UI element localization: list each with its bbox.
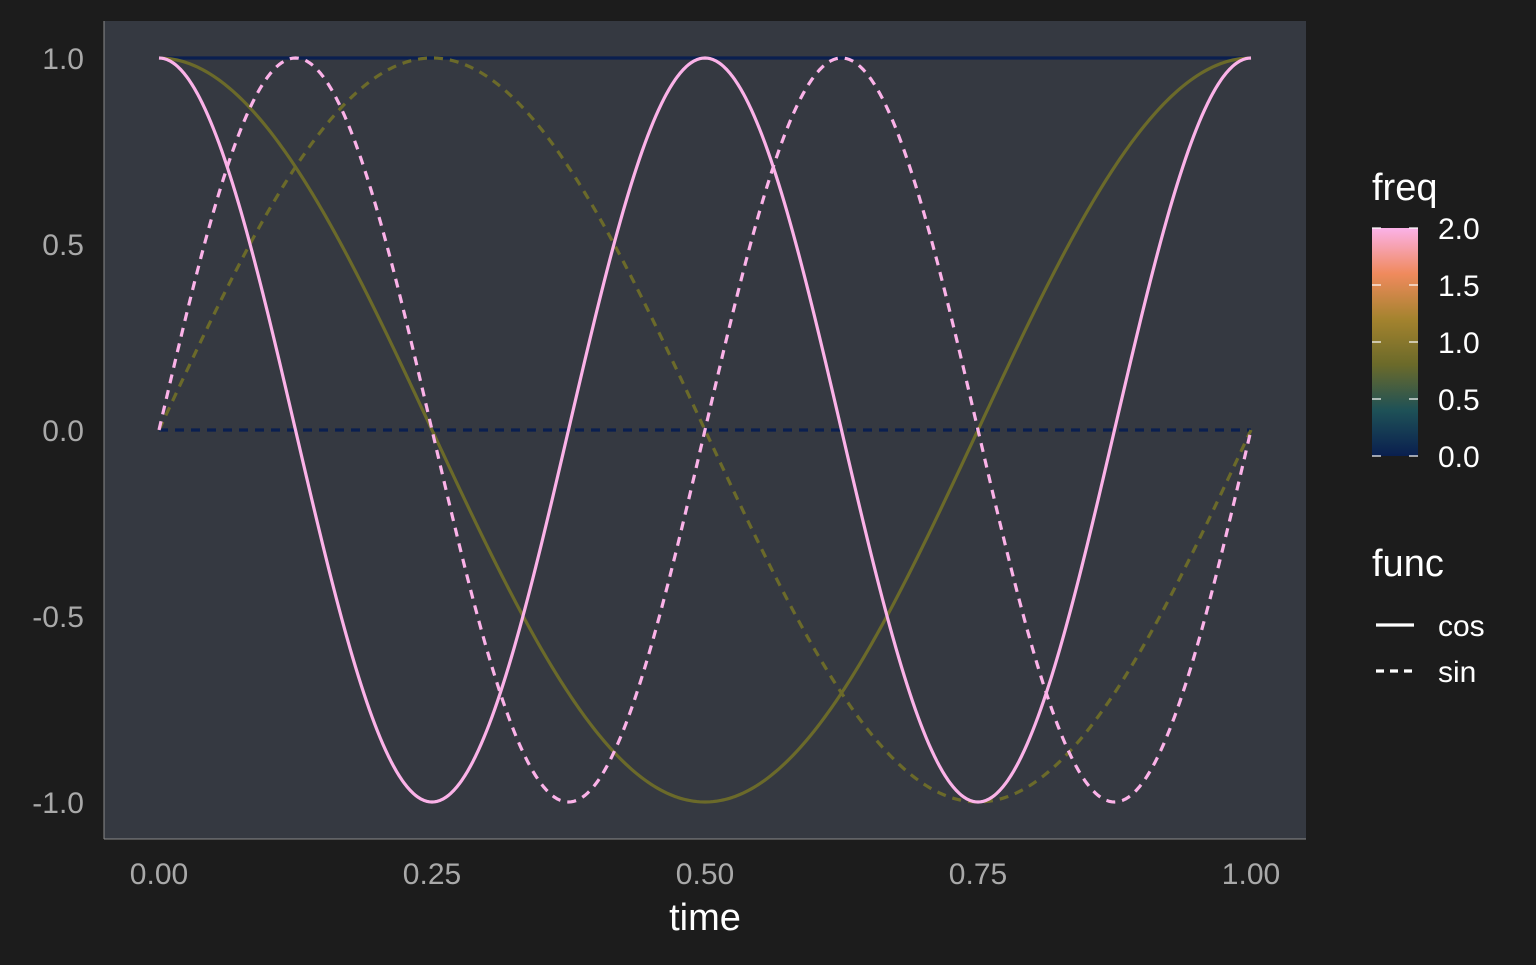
y-tick-label: 0.5: [42, 229, 84, 262]
colorbar-tick-label: 1.5: [1438, 270, 1480, 303]
series-layer: [157, 56, 1253, 804]
colorbar-tick-label: 0.0: [1438, 441, 1480, 474]
y-tick-label: -1.0: [32, 787, 84, 820]
x-tick-label: 1.00: [1222, 858, 1280, 891]
x-tick-label: 0.25: [403, 858, 461, 891]
series-line-cos-freq-1: [158, 56, 1252, 804]
series-line-sin-freq-2: [157, 56, 1253, 804]
colorbar-ticks: 2.0 1.5 1.0 0.5 0.0: [1372, 213, 1480, 474]
colorbar-tick-label: 2.0: [1438, 213, 1480, 246]
x-tick-label: 0.00: [130, 858, 188, 891]
legend-func: func cos sin: [1372, 543, 1485, 689]
y-tick-label: -0.5: [32, 601, 84, 634]
legend-freq-title: freq: [1372, 167, 1437, 209]
x-axis-title: time: [669, 897, 741, 939]
colorbar-tick-label: 0.5: [1438, 384, 1480, 417]
x-tick-labels: 0.00 0.25 0.50 0.75 1.00: [130, 858, 1280, 891]
x-tick-label: 0.75: [949, 858, 1007, 891]
legend-func-title: func: [1372, 543, 1444, 585]
y-tick-label: 0.0: [42, 415, 84, 448]
legend-freq: freq 2.0 1.5 1.0 0.5 0.0: [1372, 167, 1480, 474]
legend-label-cos: cos: [1438, 610, 1485, 643]
linetype-entries: cos sin: [1376, 610, 1485, 689]
series-line-cos-freq-2: [158, 56, 1252, 804]
legend-label-sin: sin: [1438, 656, 1476, 689]
y-tick-label: 1.0: [42, 43, 84, 76]
colorbar-tick-label: 1.0: [1438, 327, 1480, 360]
x-tick-label: 0.50: [676, 858, 734, 891]
y-tick-labels: -1.0 -0.5 0.0 0.5 1.0: [32, 43, 84, 820]
